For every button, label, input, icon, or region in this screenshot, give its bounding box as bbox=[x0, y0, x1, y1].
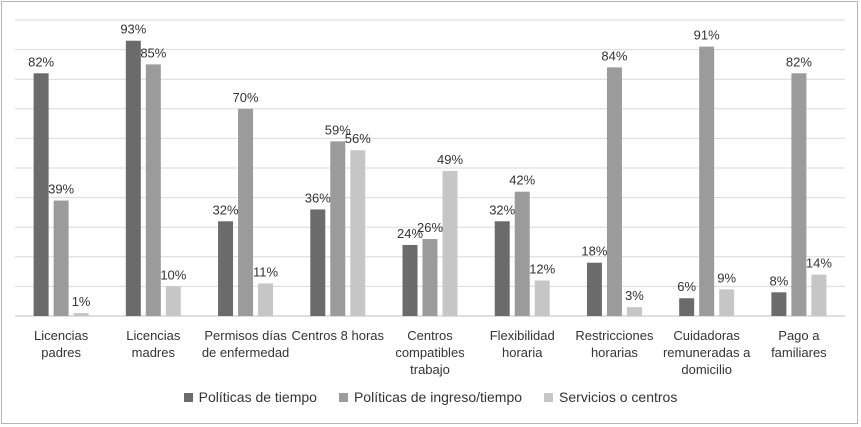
legend-item-politicas-de-ingreso-tiempo: Políticas de ingreso/tiempo bbox=[338, 389, 523, 405]
bar bbox=[442, 170, 458, 316]
bar bbox=[258, 283, 274, 316]
data-label: 3% bbox=[625, 288, 644, 303]
category-label: Licencias bbox=[34, 328, 89, 343]
data-label: 24% bbox=[397, 226, 423, 241]
data-label: 91% bbox=[694, 28, 720, 43]
bar bbox=[53, 200, 69, 316]
data-label: 39% bbox=[48, 182, 74, 197]
data-label: 32% bbox=[213, 202, 239, 217]
bar bbox=[350, 150, 366, 316]
bar bbox=[422, 239, 438, 316]
category-label: horaria bbox=[502, 345, 543, 360]
legend: Políticas de tiempo Políticas de ingreso… bbox=[0, 389, 861, 405]
data-label: 14% bbox=[806, 256, 832, 271]
category-label: Centros bbox=[407, 328, 453, 343]
legend-swatch bbox=[338, 392, 348, 402]
data-label: 11% bbox=[253, 264, 278, 279]
legend-label: Políticas de ingreso/tiempo bbox=[353, 389, 523, 405]
bar bbox=[145, 64, 161, 317]
category-label: Centros 8 horas bbox=[292, 328, 385, 343]
data-label: 9% bbox=[717, 270, 736, 285]
category-label: domicilio bbox=[681, 362, 732, 377]
bar bbox=[811, 274, 827, 316]
category-label: Permisos días bbox=[204, 328, 287, 343]
legend-item-politicas-de-tiempo: Políticas de tiempo bbox=[183, 389, 317, 405]
data-label: 84% bbox=[601, 48, 627, 63]
data-label: 85% bbox=[140, 45, 166, 60]
category-label: horarias bbox=[591, 345, 638, 360]
data-label: 1% bbox=[72, 294, 91, 309]
bar bbox=[606, 67, 622, 316]
data-label: 82% bbox=[28, 54, 54, 69]
data-label: 18% bbox=[581, 244, 607, 259]
bar bbox=[330, 141, 346, 316]
category-label: padres bbox=[41, 345, 81, 360]
bar bbox=[402, 244, 418, 316]
category-label: Pago a bbox=[778, 328, 820, 343]
legend-swatch bbox=[183, 392, 193, 402]
bar bbox=[771, 292, 787, 316]
data-label: 36% bbox=[305, 190, 331, 205]
category-label: trabajo bbox=[410, 362, 450, 377]
bar bbox=[73, 313, 89, 316]
legend-label: Servicios o centros bbox=[559, 389, 678, 405]
data-label: 12% bbox=[529, 261, 555, 276]
data-label: 56% bbox=[345, 131, 371, 146]
bar bbox=[514, 191, 530, 316]
bar bbox=[310, 209, 326, 316]
data-label: 8% bbox=[769, 273, 788, 288]
legend-item-servicios-o-centros: Servicios o centros bbox=[544, 389, 677, 405]
bar bbox=[494, 221, 510, 316]
data-label: 93% bbox=[120, 22, 146, 37]
category-label: Flexibilidad bbox=[490, 328, 555, 343]
category-label: familiares bbox=[771, 345, 827, 360]
bar bbox=[125, 40, 141, 316]
bar bbox=[586, 262, 602, 316]
data-label: 70% bbox=[233, 90, 259, 105]
bar-chart: 82% 39% 1% Licencias padres 93% 85% 10% Licencia… bbox=[15, 19, 845, 377]
bar bbox=[699, 46, 715, 316]
category-label: madres bbox=[132, 345, 176, 360]
legend-swatch bbox=[544, 392, 554, 402]
bar bbox=[534, 280, 550, 316]
data-label: 26% bbox=[417, 220, 443, 235]
bar bbox=[165, 286, 181, 316]
data-label: 42% bbox=[509, 173, 535, 188]
data-label: 32% bbox=[489, 202, 515, 217]
bar bbox=[719, 289, 735, 316]
bar bbox=[33, 73, 49, 316]
data-label: 49% bbox=[437, 152, 463, 167]
data-label: 82% bbox=[786, 54, 812, 69]
category-label: remuneradas a bbox=[663, 345, 751, 360]
bar bbox=[791, 73, 807, 316]
bar bbox=[679, 298, 695, 316]
bar bbox=[626, 307, 642, 316]
legend-label: Políticas de tiempo bbox=[198, 389, 317, 405]
category-label: compatibles bbox=[395, 345, 465, 360]
data-label: 10% bbox=[160, 267, 186, 282]
bar bbox=[238, 108, 254, 316]
category-label: de enfermedad bbox=[202, 345, 289, 360]
data-label: 59% bbox=[325, 122, 351, 137]
bar bbox=[218, 221, 234, 316]
data-label: 6% bbox=[677, 279, 696, 294]
category-label: Restricciones bbox=[575, 328, 654, 343]
category-label: Licencias bbox=[126, 328, 181, 343]
category-label: Cuidadoras bbox=[673, 328, 740, 343]
